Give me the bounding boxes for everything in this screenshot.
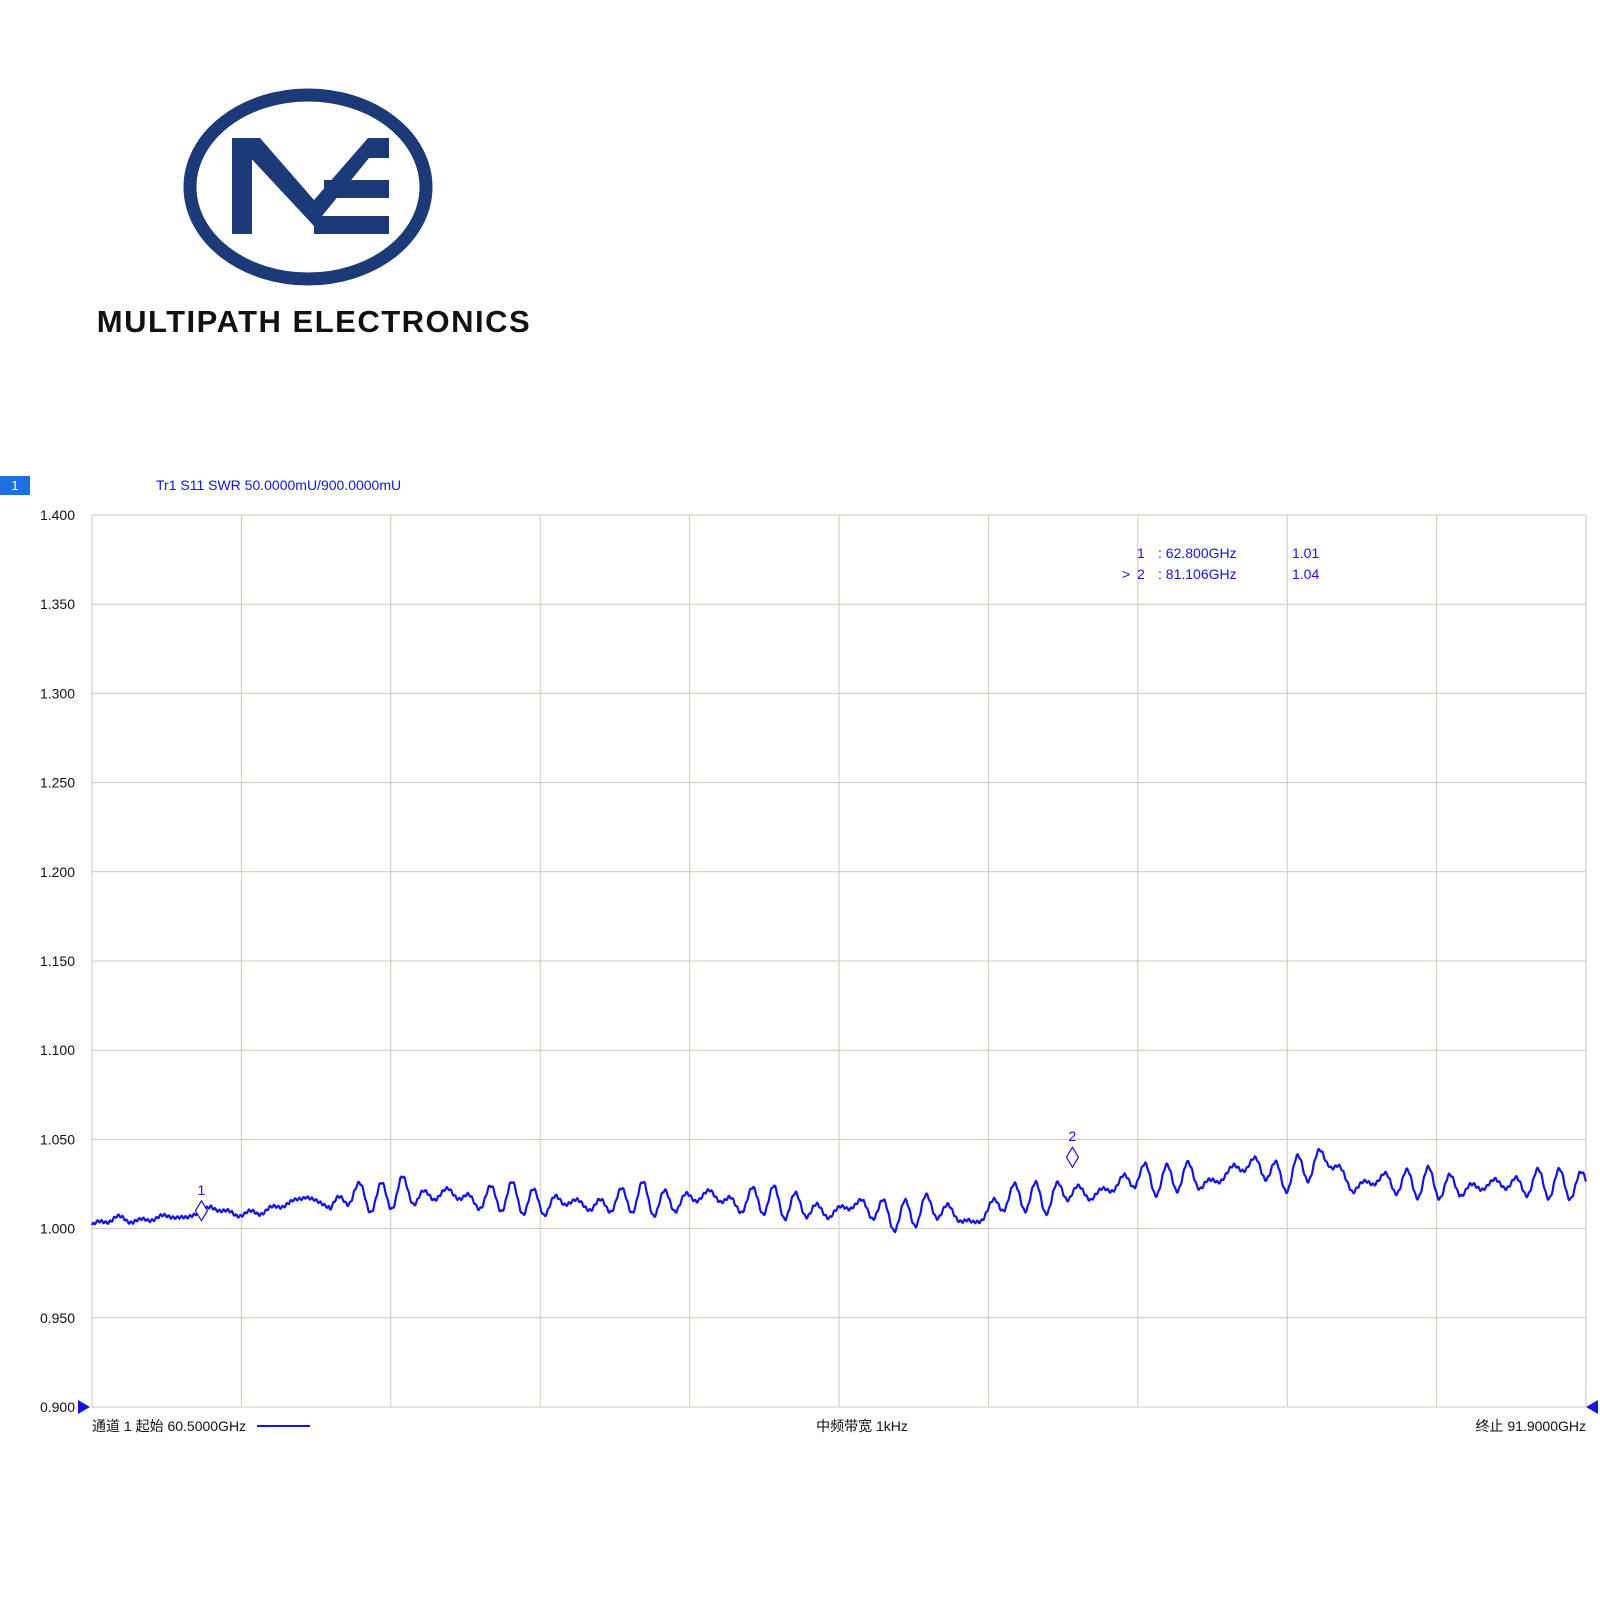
trace-group xyxy=(91,1147,1588,1234)
channel-badge[interactable]: 1 xyxy=(0,476,30,495)
footer-start: 通道 1 起始 60.5000GHz xyxy=(92,1418,246,1434)
y-tick-label: 1.350 xyxy=(40,596,75,612)
y-tick-label: 1.300 xyxy=(40,685,75,701)
chart-grid xyxy=(91,514,1587,1408)
y-tick-label: 1.250 xyxy=(40,775,75,791)
marker-value: 1.01 xyxy=(1292,545,1319,561)
marker-1-diamond[interactable] xyxy=(194,1199,209,1222)
footer-stop: 终止 91.9000GHz xyxy=(1476,1418,1587,1434)
multipath-electronics-logo: MULTIPATH ELECTRONICS xyxy=(97,88,531,339)
axis-arrows xyxy=(78,1400,1598,1414)
swr-trace-line xyxy=(91,1147,1588,1234)
y-tick-label: 1.100 xyxy=(40,1042,75,1058)
y-tick-label: 1.200 xyxy=(40,864,75,880)
marker-table: 1 : 62.800GHz 1.01 > 2 : 81.106GHz 1.04 xyxy=(1122,545,1319,582)
trace-header: Tr1 S11 SWR 50.0000mU/900.0000mU xyxy=(156,477,401,493)
brand-name: MULTIPATH ELECTRONICS xyxy=(97,304,531,339)
y-tick-label: 1.050 xyxy=(40,1131,75,1147)
swr-chart: Tr1 S11 SWR 50.0000mU/900.0000mU 1.4001.… xyxy=(40,477,1598,1434)
stop-arrow-icon xyxy=(1586,1400,1598,1414)
marker-1-label: 1 xyxy=(198,1182,206,1198)
logo-ellipse xyxy=(183,88,433,286)
y-tick-label: 1.400 xyxy=(40,507,75,523)
y-tick-label: 0.950 xyxy=(40,1310,75,1326)
y-tick-label: 0.900 xyxy=(40,1399,75,1415)
marker-frequency: : 81.106GHz xyxy=(1158,566,1237,582)
marker-2-label: 2 xyxy=(1069,1128,1077,1144)
marker-value: 1.04 xyxy=(1292,566,1319,582)
markers-group: 12 xyxy=(194,1128,1080,1222)
marker-frequency: : 62.800GHz xyxy=(1158,545,1237,561)
y-tick-label: 1.150 xyxy=(40,953,75,969)
marker-number: 2 xyxy=(1137,566,1145,582)
logo-me-mark xyxy=(232,138,389,234)
marker-2-diamond[interactable] xyxy=(1065,1146,1080,1169)
marker-number: 1 xyxy=(1137,545,1145,561)
footer-ifbw: 中频带宽 1kHz xyxy=(816,1418,908,1434)
y-tick-labels: 1.400 1.350 1.300 1.250 1.200 1.150 1.100 1.050… xyxy=(40,507,75,1415)
marker-active-indicator: > xyxy=(1122,566,1130,582)
y-tick-label: 1.000 xyxy=(40,1221,75,1237)
start-arrow-icon xyxy=(78,1400,90,1414)
